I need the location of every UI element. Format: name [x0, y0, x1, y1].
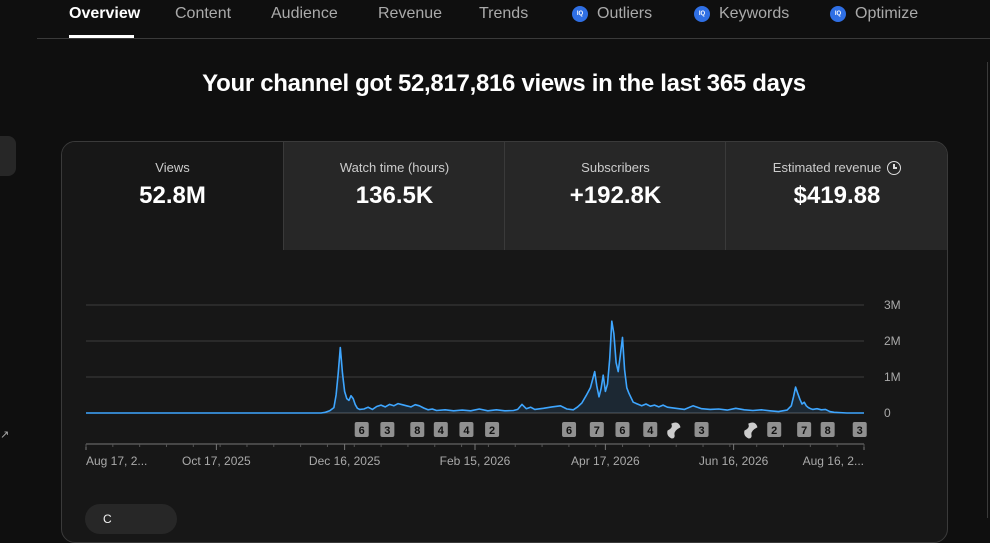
metric-tab-views[interactable]: Views 52.8M [62, 142, 283, 250]
tab-label: Keywords [719, 5, 790, 22]
metric-label: Subscribers [581, 160, 650, 175]
tab-label: Revenue [378, 5, 443, 22]
panel-divider [987, 62, 988, 518]
metric-value: +192.8K [569, 182, 662, 209]
tab-label: Content [175, 5, 232, 22]
bottom-button[interactable]: C [85, 504, 177, 534]
tab-outliers[interactable]: IQ Outliers [572, 4, 652, 24]
clock-icon [887, 160, 902, 175]
external-link-icon[interactable]: ↗ [0, 429, 10, 441]
analytics-card: Views 52.8M Watch time (hours) 136.5K Su… [61, 141, 948, 543]
sidebar-item[interactable] [0, 136, 16, 176]
metric-label: Views [155, 160, 190, 175]
tab-trends[interactable]: Trends [479, 4, 528, 24]
tab-keywords[interactable]: IQ Keywords [694, 4, 789, 24]
tab-overview[interactable]: Overview [69, 4, 140, 24]
tab-revenue[interactable]: Revenue [378, 4, 442, 24]
top-tab-bar: Overview Content Audience Revenue Trends… [0, 0, 990, 39]
tab-label: Audience [271, 5, 338, 22]
tab-label: Optimize [855, 5, 919, 22]
metric-value: $419.88 [793, 182, 881, 209]
tab-audience[interactable]: Audience [271, 4, 338, 24]
tabs-divider [37, 38, 990, 39]
tab-optimize[interactable]: IQ Optimize [830, 4, 918, 24]
tab-label: Trends [479, 5, 529, 22]
metric-label: Estimated revenue [726, 160, 947, 175]
active-tab-indicator [69, 35, 134, 38]
metric-tab-estimated-revenue[interactable]: Estimated revenue $419.88 [725, 142, 947, 250]
tab-label: Overview [69, 5, 141, 22]
iq-badge-icon: IQ [694, 6, 710, 22]
iq-badge-icon: IQ [572, 6, 588, 22]
iq-badge-icon: IQ [830, 6, 846, 22]
tab-label: Outliers [597, 5, 653, 22]
page-title: Your channel got 52,817,816 views in the… [202, 70, 806, 97]
metric-tab-subscribers[interactable]: Subscribers +192.8K [504, 142, 726, 250]
metric-value: 136.5K [355, 182, 434, 209]
metric-tab-watch-time[interactable]: Watch time (hours) 136.5K [283, 142, 505, 250]
metric-label: Watch time (hours) [339, 160, 450, 175]
metric-value: 52.8M [139, 182, 206, 209]
tab-content[interactable]: Content [175, 4, 231, 24]
